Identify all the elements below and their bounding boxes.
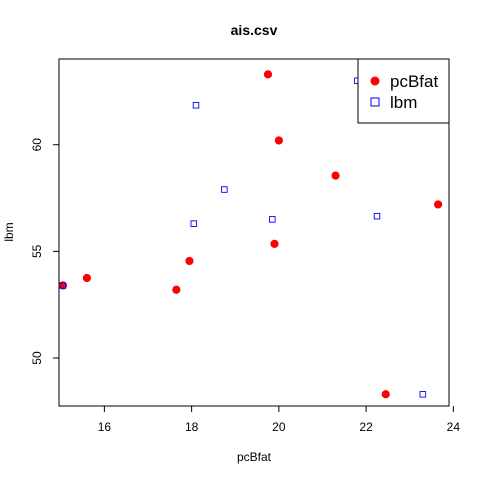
point-lbm: [192, 102, 200, 109]
point-lbm: [221, 186, 228, 193]
x-tick-label: 24: [447, 420, 461, 434]
point-pcBfat: [433, 200, 443, 209]
legend-box: [357, 58, 450, 124]
x-tick-label: 16: [98, 420, 112, 434]
y-axis-label: lbm: [2, 222, 16, 241]
legend-label-lbm: lbm: [390, 93, 417, 112]
point-lbm: [190, 220, 198, 227]
legend-label-pcBfat: pcBfat: [390, 72, 438, 91]
legend-marker-lbm: [370, 97, 380, 107]
x-tick-label: 20: [272, 420, 286, 434]
x-axis-label: pcBfat: [237, 450, 272, 464]
point-pcBfat: [172, 285, 181, 294]
point-lbm: [373, 212, 381, 220]
point-lbm: [419, 391, 427, 398]
series-pcBfat: [58, 70, 443, 399]
legend: pcBfat lbm: [357, 58, 450, 124]
point-pcBfat: [270, 239, 279, 249]
x-tick-label: 22: [359, 420, 373, 434]
plot-area: [58, 58, 450, 407]
chart-title: ais.csv: [231, 22, 278, 38]
y-tick-label: 50: [30, 351, 44, 365]
point-pcBfat: [263, 70, 273, 79]
point-pcBfat: [82, 273, 92, 283]
point-lbm: [269, 216, 276, 223]
data-points: [58, 70, 443, 399]
y-axis: 50 55 60: [30, 138, 59, 365]
series-lbm: [59, 77, 427, 398]
point-pcBfat: [58, 281, 68, 290]
point-lbm: [59, 282, 67, 289]
point-pcBfat: [274, 136, 283, 145]
point-pcBfat: [381, 390, 390, 399]
legend-marker-pcBfat: [370, 76, 380, 86]
plot-frame: [58, 58, 450, 407]
x-tick-label: 18: [185, 420, 199, 434]
y-tick-label: 55: [30, 244, 44, 258]
point-pcBfat: [185, 256, 194, 266]
point-pcBfat: [331, 171, 340, 180]
x-axis: 16 18 20 22 24: [98, 406, 461, 434]
y-tick-label: 60: [30, 138, 44, 152]
